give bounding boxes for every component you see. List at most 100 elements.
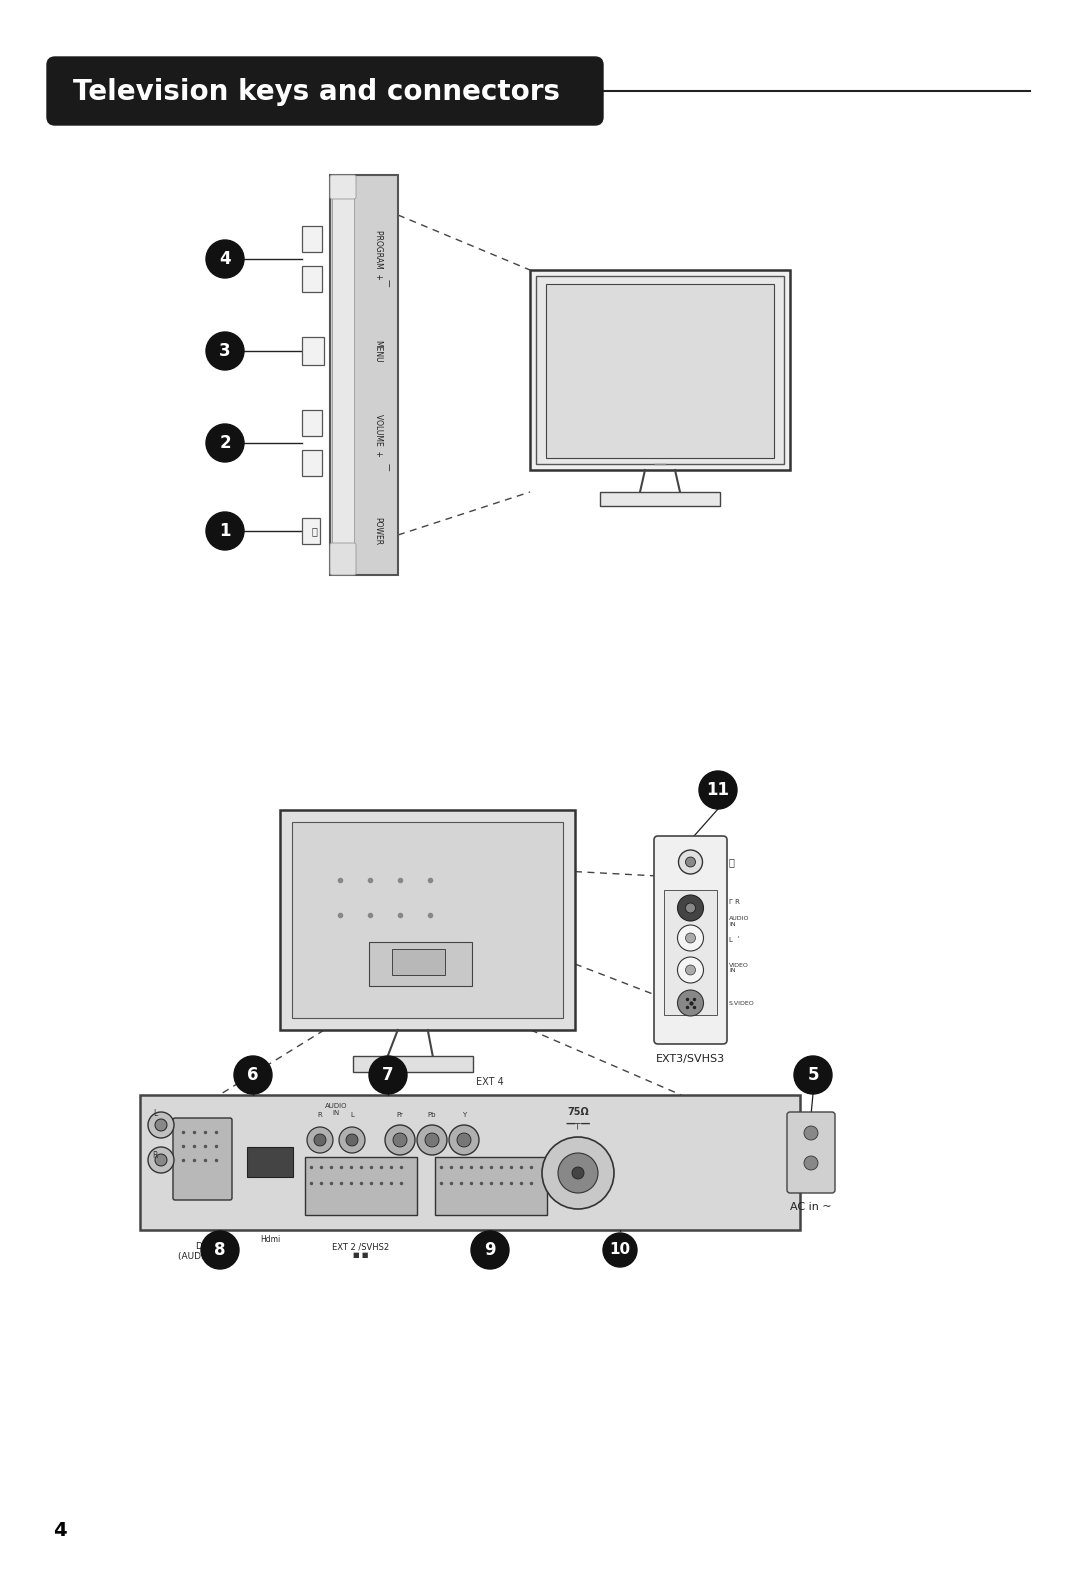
Text: Pb: Pb <box>428 1111 436 1118</box>
Bar <box>435 1157 546 1215</box>
Bar <box>140 1096 800 1229</box>
Bar <box>302 450 322 475</box>
Text: 10: 10 <box>609 1242 631 1258</box>
Circle shape <box>206 512 244 549</box>
FancyBboxPatch shape <box>48 57 603 124</box>
Circle shape <box>206 239 244 279</box>
Circle shape <box>156 1154 167 1166</box>
Bar <box>247 1147 293 1177</box>
Text: 5: 5 <box>807 1066 819 1084</box>
Text: Television keys and connectors: Television keys and connectors <box>73 79 561 105</box>
Bar <box>332 183 354 567</box>
Circle shape <box>686 856 696 867</box>
Circle shape <box>369 1056 407 1094</box>
Text: EXT3/SVHS3: EXT3/SVHS3 <box>656 1055 725 1064</box>
FancyBboxPatch shape <box>173 1118 232 1199</box>
Text: S.VIDEO: S.VIDEO <box>729 1001 755 1006</box>
FancyBboxPatch shape <box>654 836 727 1044</box>
Circle shape <box>314 1133 326 1146</box>
Circle shape <box>346 1133 357 1146</box>
Bar <box>546 283 774 458</box>
Circle shape <box>307 1127 333 1154</box>
Bar <box>536 275 784 464</box>
Circle shape <box>471 1231 509 1269</box>
Circle shape <box>148 1111 174 1138</box>
Bar <box>302 227 322 252</box>
Text: AUDIO
IN: AUDIO IN <box>325 1103 348 1116</box>
Text: ⏻: ⏻ <box>311 526 316 537</box>
Circle shape <box>677 957 703 984</box>
Bar <box>280 811 575 1029</box>
Circle shape <box>457 1133 471 1147</box>
Circle shape <box>699 771 737 809</box>
Text: ■ ■: ■ ■ <box>483 1251 499 1258</box>
Circle shape <box>678 850 702 874</box>
Circle shape <box>558 1154 598 1193</box>
Bar <box>392 949 445 974</box>
Circle shape <box>449 1125 480 1155</box>
Text: —: — <box>383 279 392 286</box>
Text: EXT 4: EXT 4 <box>476 1077 504 1088</box>
Text: ■ ■: ■ ■ <box>353 1251 368 1258</box>
Circle shape <box>339 1127 365 1154</box>
Text: L: L <box>153 1108 157 1118</box>
Circle shape <box>417 1125 447 1155</box>
FancyBboxPatch shape <box>330 543 356 575</box>
Circle shape <box>393 1133 407 1147</box>
Text: R: R <box>152 1151 158 1160</box>
Text: 6: 6 <box>247 1066 259 1084</box>
Text: AUDIO
IN: AUDIO IN <box>729 916 750 927</box>
Text: Γ R: Γ R <box>729 899 740 905</box>
Text: 11: 11 <box>706 781 729 800</box>
Circle shape <box>201 1231 239 1269</box>
Bar <box>302 409 322 436</box>
Bar <box>292 822 563 1018</box>
Text: L  ʹ: L ʹ <box>729 937 740 943</box>
Circle shape <box>794 1056 832 1094</box>
Text: Hdmi: Hdmi <box>260 1236 280 1243</box>
Circle shape <box>148 1147 174 1173</box>
Bar <box>530 271 789 471</box>
Text: EXT 1: EXT 1 <box>480 1242 503 1251</box>
Bar <box>302 337 324 365</box>
Circle shape <box>804 1125 818 1140</box>
Text: DVI
(AUDIO IN): DVI (AUDIO IN) <box>178 1242 227 1261</box>
Circle shape <box>677 990 703 1015</box>
FancyBboxPatch shape <box>330 175 356 198</box>
Text: 75Ω
—┬—: 75Ω —┬— <box>565 1107 591 1129</box>
Text: VIDEO
IN: VIDEO IN <box>729 963 748 973</box>
Circle shape <box>206 332 244 370</box>
Text: 9: 9 <box>484 1240 496 1259</box>
Circle shape <box>234 1056 272 1094</box>
Text: 4: 4 <box>219 250 231 268</box>
Text: 8: 8 <box>214 1240 226 1259</box>
Text: R: R <box>318 1111 322 1118</box>
Text: ⌒: ⌒ <box>729 856 734 867</box>
Bar <box>664 889 717 1015</box>
Bar <box>302 266 322 293</box>
FancyBboxPatch shape <box>787 1111 835 1193</box>
Circle shape <box>686 933 696 943</box>
Circle shape <box>206 423 244 463</box>
Circle shape <box>677 896 703 921</box>
Text: PROGRAM  +: PROGRAM + <box>374 230 382 280</box>
Bar <box>302 518 320 545</box>
Circle shape <box>804 1155 818 1169</box>
Text: 7: 7 <box>382 1066 394 1084</box>
Text: L: L <box>350 1111 354 1118</box>
Bar <box>600 493 720 505</box>
Text: 2: 2 <box>219 434 231 452</box>
Bar <box>368 941 472 985</box>
Bar <box>330 175 399 575</box>
Text: EXT 2 /SVHS2: EXT 2 /SVHS2 <box>333 1242 390 1251</box>
Circle shape <box>686 965 696 974</box>
Circle shape <box>542 1136 615 1209</box>
Bar <box>305 1157 417 1215</box>
Circle shape <box>603 1232 637 1267</box>
Text: MENU: MENU <box>374 340 382 362</box>
Text: Pr: Pr <box>396 1111 404 1118</box>
Text: 1: 1 <box>219 523 231 540</box>
Circle shape <box>156 1119 167 1132</box>
Circle shape <box>677 926 703 951</box>
Text: VOLUME  +: VOLUME + <box>374 414 382 456</box>
